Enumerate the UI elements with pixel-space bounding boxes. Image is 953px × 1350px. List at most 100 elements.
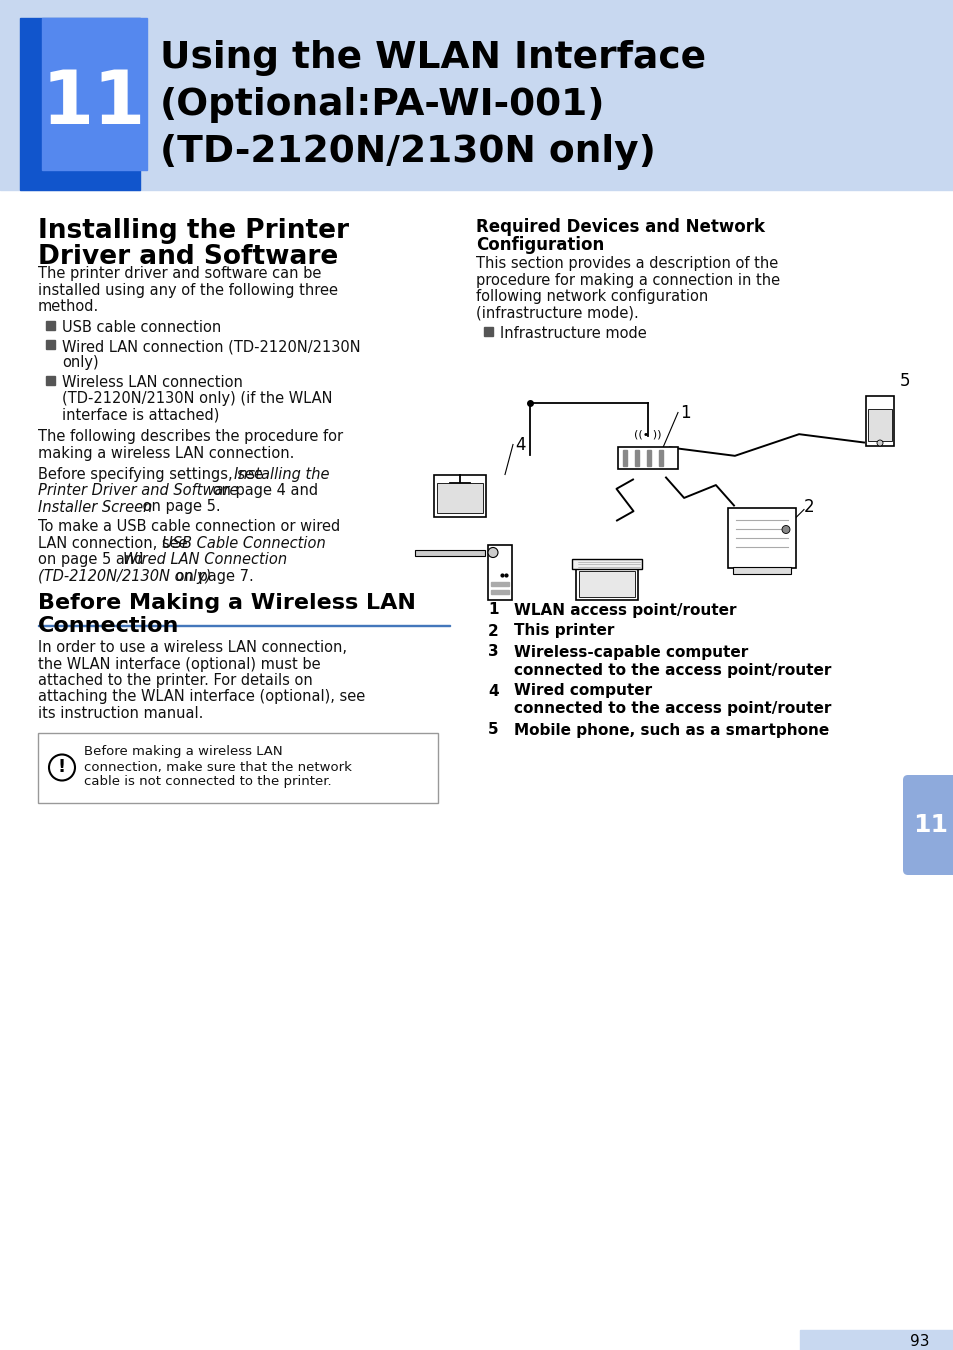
Bar [659,450,662,466]
Text: 1: 1 [679,404,690,421]
Bar [0,18,953,190]
Text: 5: 5 [899,371,909,390]
Bar [415,549,484,555]
Text: This printer: This printer [514,624,614,639]
Text: (TD-2120N/2130N only): (TD-2120N/2130N only) [38,568,212,583]
Text: 2: 2 [803,498,814,517]
Text: Driver and Software: Driver and Software [38,244,338,270]
Text: WLAN access point/router: WLAN access point/router [514,602,736,617]
Text: following network configuration: following network configuration [476,289,707,304]
Text: 11: 11 [913,813,947,837]
Text: connected to the access point/router: connected to the access point/router [514,663,830,678]
Text: on page 5 and: on page 5 and [38,552,148,567]
Text: 2: 2 [488,624,498,639]
Text: attached to the printer. For details on: attached to the printer. For details on [38,674,313,688]
Text: only): only) [62,355,98,370]
Text: on page 7.: on page 7. [171,568,253,583]
Text: its instruction manual.: its instruction manual. [38,706,203,721]
Text: on page 5.: on page 5. [138,500,220,514]
Bar [618,447,678,468]
Bar [572,559,641,568]
Bar [576,567,638,599]
Text: installed using any of the following three: installed using any of the following thr… [38,282,337,297]
Text: connection, make sure that the network: connection, make sure that the network [84,760,352,774]
Text: 4: 4 [488,683,498,698]
Text: procedure for making a connection in the: procedure for making a connection in the [476,273,780,288]
Text: USB cable connection: USB cable connection [62,320,221,335]
Text: Required Devices and Network: Required Devices and Network [476,217,764,236]
Bar [0,0,953,18]
Circle shape [49,755,75,780]
Bar [800,1330,953,1350]
Text: 11: 11 [42,68,146,140]
Text: Before specifying settings, see: Before specifying settings, see [38,467,268,482]
Bar [46,340,55,350]
Bar [635,450,639,466]
Text: (TD-2120N/2130N only): (TD-2120N/2130N only) [160,134,656,170]
Text: Using the WLAN Interface: Using the WLAN Interface [160,40,705,76]
Text: Mobile phone, such as a smartphone: Mobile phone, such as a smartphone [514,722,828,737]
Bar [46,320,55,329]
Text: Wired computer: Wired computer [514,683,652,698]
Text: To make a USB cable connection or wired: To make a USB cable connection or wired [38,518,340,535]
Bar [38,733,437,802]
Text: 3: 3 [621,576,632,594]
Bar [483,327,493,336]
Bar [732,567,790,574]
Bar [20,18,140,190]
Text: method.: method. [38,298,99,315]
Text: Installing the: Installing the [233,467,329,482]
Text: Infrastructure mode: Infrastructure mode [499,325,646,342]
Bar [578,571,635,597]
Circle shape [876,440,882,446]
Text: connected to the access point/router: connected to the access point/router [514,702,830,717]
Bar [436,482,482,513]
Text: (TD-2120N/2130N only) (if the WLAN: (TD-2120N/2130N only) (if the WLAN [62,392,333,406]
Text: Before Making a Wireless LAN: Before Making a Wireless LAN [38,593,416,613]
Bar [622,450,626,466]
Text: Wireless LAN connection: Wireless LAN connection [62,375,243,390]
Circle shape [781,525,789,533]
Bar [488,544,512,599]
Text: 4: 4 [515,436,525,454]
Text: (Optional:PA-WI-001): (Optional:PA-WI-001) [160,86,605,123]
Bar [727,508,795,567]
Text: The printer driver and software can be: The printer driver and software can be [38,266,321,281]
Text: Before making a wireless LAN: Before making a wireless LAN [84,745,282,759]
Text: Wireless-capable computer: Wireless-capable computer [514,644,747,660]
Bar [491,590,509,594]
Text: 1: 1 [488,602,498,617]
Bar [867,409,891,440]
Text: 5: 5 [488,722,498,737]
FancyBboxPatch shape [902,775,953,875]
Circle shape [488,548,497,558]
Text: attaching the WLAN interface (optional), see: attaching the WLAN interface (optional),… [38,690,365,705]
Text: Connection: Connection [38,616,179,636]
Text: Printer Driver and Software: Printer Driver and Software [38,483,238,498]
Text: 93: 93 [909,1334,929,1349]
Bar [434,474,485,517]
Text: The following describes the procedure for: The following describes the procedure fo… [38,429,343,444]
Text: interface is attached): interface is attached) [62,408,219,423]
Bar [38,625,450,626]
Text: (infrastructure mode).: (infrastructure mode). [476,305,639,320]
Text: Configuration: Configuration [476,236,603,254]
Bar [42,18,147,170]
Text: 3: 3 [488,644,498,660]
Text: ((• )): ((• )) [634,429,661,440]
Text: the WLAN interface (optional) must be: the WLAN interface (optional) must be [38,656,320,671]
Text: !: ! [58,759,66,776]
Text: USB Cable Connection: USB Cable Connection [162,536,325,551]
Text: cable is not connected to the printer.: cable is not connected to the printer. [84,775,332,788]
Bar [491,582,509,586]
Text: Installing the Printer: Installing the Printer [38,217,349,244]
Text: Wired LAN Connection: Wired LAN Connection [123,552,287,567]
Text: Wired LAN connection (TD-2120N/2130N: Wired LAN connection (TD-2120N/2130N [62,339,360,354]
Bar [865,396,893,446]
Text: Installer Screen: Installer Screen [38,500,152,514]
Text: LAN connection, see: LAN connection, see [38,536,193,551]
Bar [646,450,650,466]
Text: In order to use a wireless LAN connection,: In order to use a wireless LAN connectio… [38,640,347,655]
Text: on page 4 and: on page 4 and [208,483,317,498]
Text: This section provides a description of the: This section provides a description of t… [476,256,778,271]
